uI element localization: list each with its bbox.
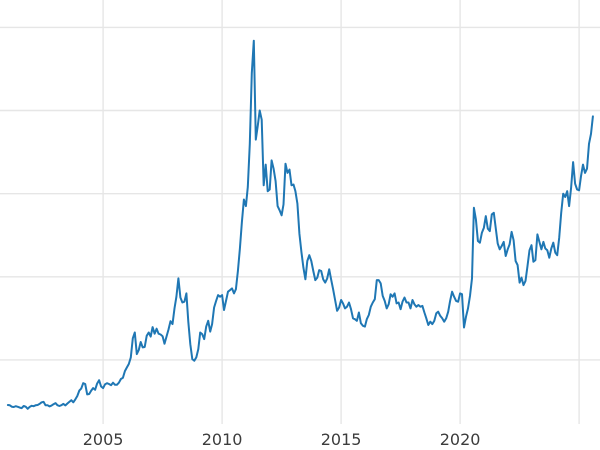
price-series-line: [6, 39, 594, 410]
x-tick-label: 2005: [83, 430, 124, 449]
x-tick-label: 2010: [202, 430, 243, 449]
x-tick-label: 2015: [321, 430, 362, 449]
x-axis-tick-labels: 2005 2010 2015 2020: [83, 430, 481, 449]
x-tick-label: 2020: [440, 430, 481, 449]
gridlines: [0, 0, 600, 424]
